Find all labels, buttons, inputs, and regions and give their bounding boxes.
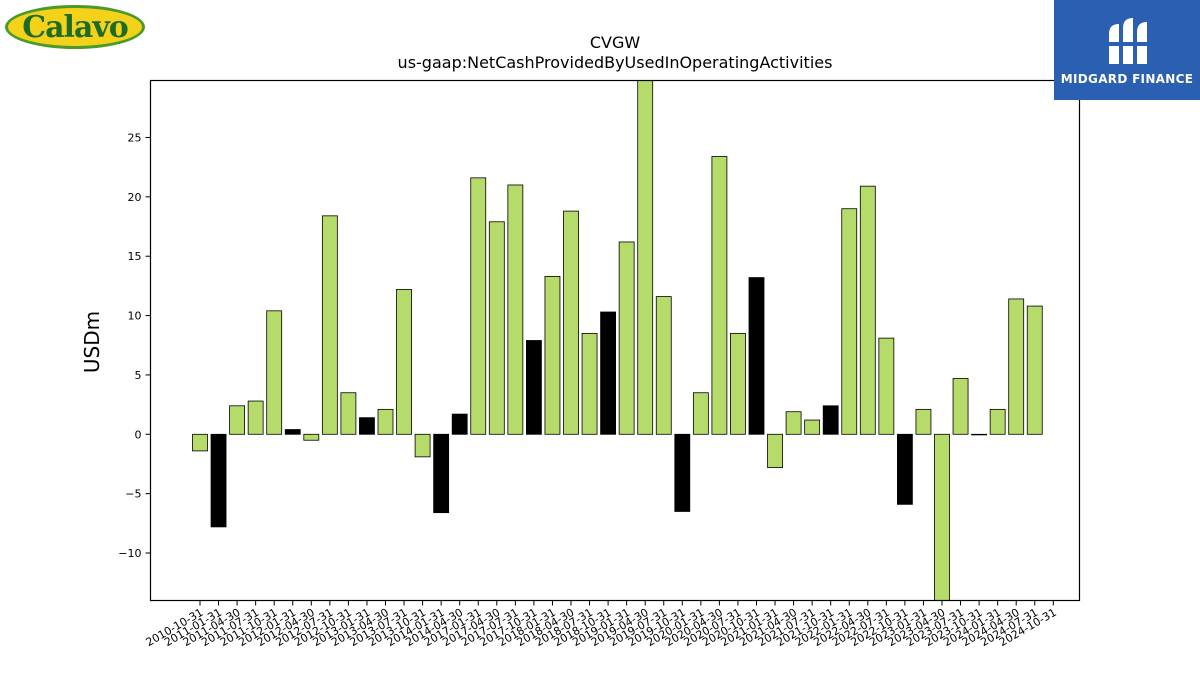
bar <box>822 405 839 435</box>
bar <box>266 310 283 435</box>
midgard-logo-text: MIDGARD FINANCE <box>1060 72 1194 86</box>
y-tick-label: 15 <box>128 250 142 263</box>
bar <box>229 405 246 435</box>
bar <box>414 433 431 458</box>
bar <box>804 419 821 435</box>
bar <box>488 221 505 435</box>
midgard-finance-logo: MIDGARD FINANCE <box>1054 0 1200 100</box>
bar <box>470 177 487 435</box>
bar <box>377 408 394 435</box>
bar <box>507 184 524 435</box>
plot-frame <box>149 79 1081 602</box>
bar <box>563 210 579 435</box>
x-ticks-group: 2010-10-312011-01-312011-04-302011-07-31… <box>144 600 1059 649</box>
bar <box>321 215 338 435</box>
bar <box>674 433 691 512</box>
bar <box>859 185 876 435</box>
bar <box>748 277 765 435</box>
y-tick-label: 25 <box>128 131 142 144</box>
midgard-logo-mark-icon <box>1107 18 1147 64</box>
bar <box>989 408 1006 435</box>
bar <box>730 332 746 435</box>
bar <box>303 433 320 441</box>
bar <box>433 433 450 514</box>
bar <box>526 340 542 435</box>
chart-title: CVGW <box>590 33 641 52</box>
bar <box>359 417 375 435</box>
bar <box>915 408 932 435</box>
bar <box>600 311 616 435</box>
bar <box>581 332 598 435</box>
y-ticks-group: −10 −5 0 5 10 15 20 25 <box>118 131 151 560</box>
bar <box>247 400 264 435</box>
bar <box>711 156 728 435</box>
bar <box>618 241 635 435</box>
calavo-logo-text: Calavo <box>22 9 129 45</box>
bar <box>451 413 468 435</box>
bar <box>396 289 412 435</box>
y-tick-label: −10 <box>118 547 141 560</box>
bar <box>655 296 672 435</box>
bar <box>544 275 561 435</box>
calavo-logo: Calavo <box>5 5 145 49</box>
bar <box>210 433 227 528</box>
bar <box>934 433 950 601</box>
bar <box>637 80 654 435</box>
bar <box>878 337 895 435</box>
chart-subtitle: us-gaap:NetCashProvidedByUsedInOperating… <box>398 53 833 72</box>
bar <box>1026 305 1043 435</box>
bar <box>1008 298 1025 435</box>
bar <box>841 208 858 435</box>
bar <box>971 433 987 436</box>
y-tick-label: 0 <box>135 428 142 441</box>
y-tick-label: 20 <box>128 191 142 204</box>
bar <box>897 433 913 505</box>
bars-group <box>192 80 1043 601</box>
y-tick-label: 10 <box>128 310 142 323</box>
bar <box>692 392 709 435</box>
bar <box>767 433 783 468</box>
y-axis-label: USDm <box>80 311 104 373</box>
bar <box>284 429 301 435</box>
y-tick-label: −5 <box>125 488 141 501</box>
bar <box>340 392 357 435</box>
bar <box>192 433 208 452</box>
y-tick-label: 5 <box>135 369 142 382</box>
bar <box>952 378 969 435</box>
bar <box>785 411 802 435</box>
